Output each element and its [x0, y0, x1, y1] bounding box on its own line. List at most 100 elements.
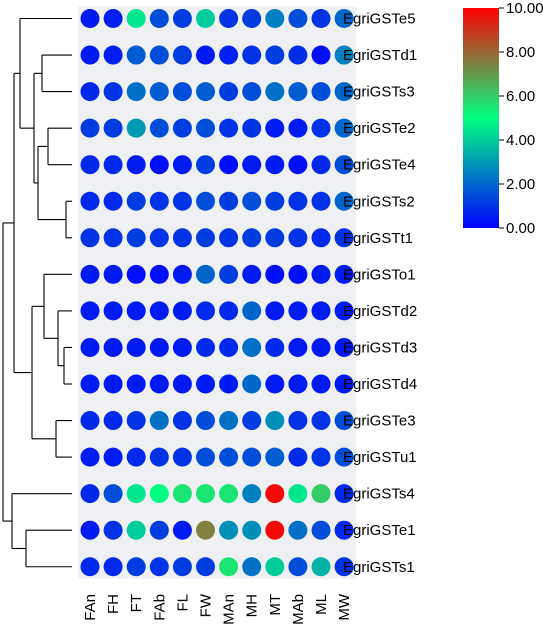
cell-EgriGSTt1-FAn: [80, 228, 100, 248]
cell-EgriGSTd4-MH: [242, 374, 262, 394]
cell-EgriGSTd3-MW: [334, 337, 354, 357]
row-label: EgriGSTe3: [343, 413, 416, 430]
cell-EgriGSTs3-FAb: [149, 82, 169, 102]
cell-EgriGSTs4-MAn: [219, 484, 239, 504]
colorbar-ticks: 0.00 2.00 4.00 6.00 8.00 10.00: [499, 0, 543, 237]
cell-EgriGSTs4-FH: [103, 484, 123, 504]
cell-EgriGSTd1-MAb: [288, 45, 308, 65]
cell-EgriGSTe5-MAn: [219, 9, 239, 28]
cell-EgriGSTd1-MW: [334, 45, 354, 65]
cell-EgriGSTd3-MT: [265, 337, 285, 357]
column-label: MW: [336, 593, 353, 620]
cell-EgriGSTd1-FAn: [80, 45, 100, 65]
cell-EgriGSTt1-FAb: [149, 228, 169, 248]
cell-EgriGSTs3-MH: [242, 82, 262, 102]
cell-EgriGSTs3-MW: [334, 82, 354, 102]
cell-EgriGSTe1-MAb: [288, 520, 308, 540]
cell-EgriGSTd2-MAb: [288, 301, 308, 321]
cell-EgriGSTu1-FH: [103, 447, 123, 467]
cell-EgriGSTd2-FAb: [149, 301, 169, 321]
cell-EgriGSTd4-FAb: [149, 374, 169, 394]
cell-EgriGSTs1-MT: [265, 557, 285, 577]
cell-EgriGSTe5-FW: [196, 9, 215, 28]
cell-EgriGSTe3-MH: [242, 411, 262, 431]
cell-EgriGSTt1-FH: [103, 228, 123, 248]
cell-EgriGSTd3-MH: [242, 337, 262, 357]
cell-EgriGSTd3-MAb: [288, 337, 308, 357]
cell-EgriGSTs4-FW: [196, 484, 215, 504]
cell-EgriGSTs1-FH: [103, 557, 123, 577]
cell-EgriGSTe3-MAb: [288, 411, 308, 431]
cell-EgriGSTt1-MH: [242, 228, 262, 248]
cell-EgriGSTe1-FAn: [80, 520, 100, 540]
cell-EgriGSTo1-FH: [103, 264, 123, 284]
cell-EgriGSTe2-FAn: [80, 118, 100, 138]
column-label: MAn: [221, 594, 238, 625]
cell-EgriGSTo1-MT: [265, 264, 285, 284]
cell-EgriGSTo1-MAn: [219, 264, 239, 284]
row-label: EgriGSTt1: [343, 230, 413, 247]
cell-EgriGSTu1-MAb: [288, 447, 308, 467]
cell-EgriGSTs4-MAb: [288, 484, 308, 504]
cell-EgriGSTo1-FW: [196, 264, 215, 284]
cell-EgriGSTd4-MAb: [288, 374, 308, 394]
cell-EgriGSTe2-FAb: [149, 118, 169, 138]
cell-EgriGSTe4-MAn: [219, 155, 239, 175]
cell-EgriGSTu1-FW: [196, 447, 215, 467]
cell-EgriGSTo1-FAb: [149, 264, 169, 284]
column-label: FT: [128, 594, 145, 612]
colorbar-tick-label: 6.00: [506, 88, 535, 105]
cell-EgriGSTs2-FH: [103, 191, 123, 211]
column-label: MH: [244, 594, 261, 617]
cell-EgriGSTe4-FW: [196, 155, 215, 175]
cell-EgriGSTd4-FAn: [80, 374, 100, 394]
cell-EgriGSTu1-MW: [334, 447, 354, 467]
cell-EgriGSTe3-FAn: [80, 411, 100, 431]
cell-EgriGSTs2-FL: [172, 191, 192, 211]
column-label: FW: [198, 593, 215, 617]
cell-EgriGSTe4-FH: [103, 155, 123, 175]
cell-EgriGSTd1-MT: [265, 45, 285, 65]
row-label: EgriGSTe2: [343, 120, 416, 137]
cell-EgriGSTu1-MAn: [219, 447, 239, 467]
cell-EgriGSTe2-MW: [334, 118, 354, 138]
cell-EgriGSTe1-FH: [103, 520, 123, 540]
cell-EgriGSTs2-ML: [311, 191, 331, 211]
cell-EgriGSTd4-FT: [126, 374, 146, 394]
row-dendrogram: [2, 17, 72, 568]
cell-EgriGSTs2-FW: [196, 191, 215, 211]
cell-EgriGSTe4-FT: [126, 155, 146, 175]
cell-EgriGSTs2-FT: [126, 191, 146, 211]
cell-EgriGSTd3-ML: [311, 337, 331, 357]
cell-EgriGSTe2-ML: [311, 118, 331, 138]
cell-EgriGSTe1-FT: [126, 520, 146, 540]
cell-EgriGSTe5-ML: [311, 9, 331, 28]
colorbar-tick-label: 2.00: [506, 176, 535, 193]
cell-EgriGSTe5-FH: [103, 9, 123, 28]
cell-EgriGSTe3-FL: [172, 411, 192, 431]
cell-EgriGSTs1-FAb: [149, 557, 169, 577]
cell-EgriGSTd2-MT: [265, 301, 285, 321]
cell-EgriGSTe2-MH: [242, 118, 262, 138]
cell-EgriGSTs2-MW: [334, 191, 354, 211]
cell-EgriGSTd1-FW: [196, 45, 215, 65]
cell-EgriGSTe4-MAb: [288, 155, 308, 175]
cell-EgriGSTe4-MW: [334, 155, 354, 175]
cell-EgriGSTs1-FL: [172, 557, 192, 577]
cell-EgriGSTe4-FL: [172, 155, 192, 175]
cell-EgriGSTd4-FL: [172, 374, 192, 394]
cell-EgriGSTe3-FAb: [149, 411, 169, 431]
cell-EgriGSTe3-ML: [311, 411, 331, 431]
cell-EgriGSTe1-MH: [242, 520, 262, 540]
cell-EgriGSTu1-FAn: [80, 447, 100, 467]
column-label: MT: [267, 594, 284, 616]
cell-EgriGSTt1-FW: [196, 228, 215, 248]
cell-EgriGSTd4-ML: [311, 374, 331, 394]
cell-EgriGSTe4-ML: [311, 155, 331, 175]
cell-EgriGSTs2-MAn: [219, 191, 239, 211]
row-label: EgriGSTs3: [343, 84, 415, 101]
cell-EgriGSTe5-MT: [265, 9, 285, 28]
cell-EgriGSTe2-FH: [103, 118, 123, 138]
column-labels: FAn FH FT FAb FL FW MAn MH MT MAb ML MW: [82, 593, 353, 625]
cell-EgriGSTe1-FAb: [149, 520, 169, 540]
